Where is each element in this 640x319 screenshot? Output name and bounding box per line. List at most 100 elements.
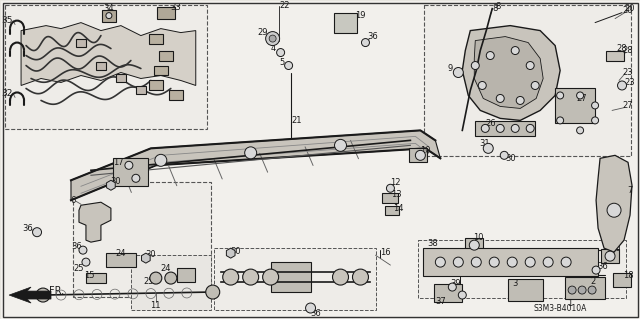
Text: 5: 5 (279, 58, 284, 67)
Circle shape (244, 147, 257, 159)
Text: 30: 30 (505, 154, 516, 163)
Circle shape (618, 81, 627, 90)
Circle shape (578, 286, 586, 294)
Circle shape (577, 92, 584, 99)
Circle shape (79, 246, 87, 254)
Circle shape (481, 124, 489, 132)
Bar (333, 13, 358, 33)
Polygon shape (596, 155, 632, 252)
Circle shape (435, 257, 445, 267)
Bar (423, 248, 598, 276)
Text: 10: 10 (610, 244, 620, 253)
Text: 27: 27 (577, 94, 588, 103)
Bar (508, 279, 543, 301)
Bar (154, 65, 168, 76)
Text: 30: 30 (111, 177, 121, 186)
Text: 7: 7 (627, 186, 633, 195)
Text: 12: 12 (390, 178, 401, 187)
Circle shape (526, 124, 534, 132)
Text: 15: 15 (84, 271, 94, 279)
Text: 14: 14 (393, 204, 404, 213)
Bar (465, 238, 483, 252)
Circle shape (449, 283, 456, 291)
Text: 28: 28 (623, 46, 634, 55)
Text: 2: 2 (591, 277, 596, 286)
Bar (613, 273, 631, 287)
Circle shape (557, 117, 564, 124)
Circle shape (483, 143, 493, 153)
Bar (149, 80, 163, 91)
Bar (177, 268, 195, 282)
Circle shape (353, 269, 369, 285)
Text: 35: 35 (1, 16, 13, 25)
Circle shape (605, 251, 615, 261)
Text: 3: 3 (513, 278, 518, 287)
Text: 32: 32 (1, 89, 13, 98)
Text: 39: 39 (450, 278, 461, 287)
Text: 6: 6 (70, 196, 76, 205)
Bar (214, 248, 376, 310)
Circle shape (526, 62, 534, 70)
Text: 9: 9 (448, 64, 453, 73)
Text: 26: 26 (485, 119, 495, 128)
Bar (106, 253, 136, 267)
Circle shape (500, 151, 508, 159)
Bar (601, 249, 619, 263)
Circle shape (508, 257, 517, 267)
Circle shape (362, 39, 369, 47)
Polygon shape (474, 37, 543, 108)
Text: 36: 36 (72, 242, 83, 251)
Circle shape (269, 35, 276, 42)
Bar (113, 158, 148, 186)
Text: 17: 17 (113, 158, 124, 167)
Text: 1: 1 (568, 299, 573, 308)
Circle shape (591, 117, 598, 124)
Bar (476, 121, 535, 136)
Circle shape (132, 174, 140, 182)
Circle shape (266, 32, 280, 46)
Text: 10: 10 (473, 233, 484, 242)
Text: 8: 8 (493, 4, 498, 13)
Bar (96, 62, 106, 70)
Polygon shape (227, 248, 235, 258)
Bar (410, 148, 428, 162)
Text: 8: 8 (495, 2, 501, 11)
Circle shape (453, 68, 463, 78)
Circle shape (478, 81, 486, 89)
Circle shape (453, 257, 463, 267)
Text: 34: 34 (104, 4, 114, 13)
Circle shape (577, 127, 584, 134)
Circle shape (33, 228, 42, 237)
Circle shape (511, 124, 519, 132)
Circle shape (471, 62, 479, 70)
Circle shape (387, 184, 394, 192)
Bar (136, 86, 146, 94)
Bar (131, 255, 211, 310)
Text: 18: 18 (623, 271, 634, 279)
Bar (435, 284, 462, 302)
Polygon shape (141, 253, 150, 263)
Bar (271, 262, 310, 292)
Bar (385, 206, 399, 215)
Bar (169, 91, 183, 100)
Circle shape (489, 257, 499, 267)
Text: 27: 27 (623, 101, 634, 110)
Text: 10: 10 (420, 146, 431, 155)
Bar (116, 75, 126, 83)
Circle shape (469, 240, 479, 250)
Circle shape (335, 139, 346, 151)
Text: 33: 33 (170, 3, 181, 12)
Text: 24: 24 (116, 249, 126, 258)
Bar (565, 277, 605, 299)
Circle shape (557, 92, 564, 99)
Circle shape (531, 81, 539, 89)
Text: 40: 40 (447, 289, 458, 298)
Circle shape (82, 258, 90, 266)
Circle shape (592, 266, 600, 274)
Text: 24: 24 (161, 263, 171, 273)
Bar (419, 240, 626, 298)
Circle shape (415, 150, 426, 160)
Polygon shape (21, 23, 196, 85)
Polygon shape (9, 287, 51, 303)
Bar (424, 5, 631, 156)
